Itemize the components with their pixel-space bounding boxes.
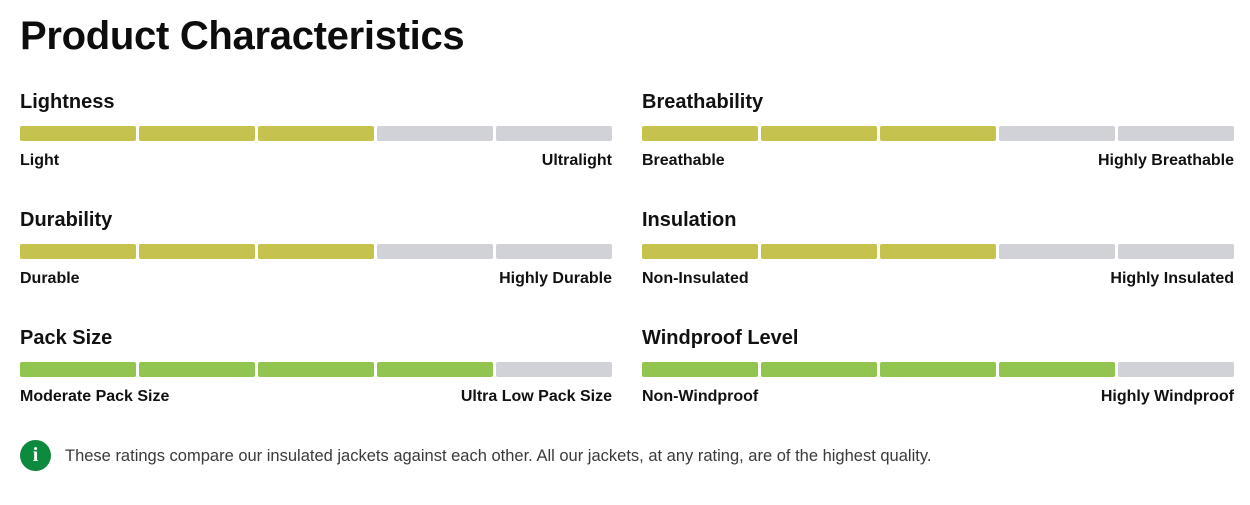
rating-high-label: Highly Windproof [1100,388,1234,405]
info-note-text: These ratings compare our insulated jack… [65,446,932,465]
rating-bar [642,244,1234,259]
rating-segment-filled [139,126,255,141]
rating-bar [20,126,612,141]
rating-scale-labels: Non-Windproof Highly Windproof [642,386,1234,408]
rating-segment-filled [761,244,877,259]
rating-segment-filled [761,126,877,141]
rating-segment-filled [377,362,493,377]
rating-high-label: Highly Durable [499,270,612,287]
rating-low-label: Moderate Pack Size [20,388,170,405]
rating-bar [642,362,1234,377]
rating-high-label: Highly Insulated [1110,270,1234,287]
rating-segment-filled [761,362,877,377]
characteristic-durability: Durability Durable Highly Durable [20,206,612,324]
characteristic-lightness: Lightness Light Ultralight [20,88,612,206]
characteristic-windproof-level: Windproof Level Non-Windproof Highly Win… [642,324,1234,442]
rating-segment-empty [496,244,612,259]
rating-segment-filled [642,126,758,141]
rating-segment-filled [258,362,374,377]
characteristics-grid: Lightness Light Ultralight Breathability… [20,88,1234,442]
rating-segment-filled [880,126,996,141]
rating-scale-labels: Non-Insulated Highly Insulated [642,268,1234,290]
rating-segment-filled [20,244,136,259]
rating-segment-filled [880,244,996,259]
rating-low-label: Light [20,152,60,169]
rating-segment-filled [258,126,374,141]
rating-bar [642,126,1234,141]
rating-bar [20,244,612,259]
characteristic-insulation: Insulation Non-Insulated Highly Insulate… [642,206,1234,324]
characteristic-title: Pack Size [20,327,113,349]
rating-scale-labels: Durable Highly Durable [20,268,612,290]
rating-segment-empty [1118,126,1234,141]
rating-segment-filled [20,362,136,377]
characteristic-title: Windproof Level [642,327,799,349]
rating-scale-labels: Light Ultralight [20,150,612,172]
characteristic-title: Durability [20,209,113,231]
rating-segment-empty [999,126,1115,141]
rating-low-label: Non-Insulated [642,270,749,287]
rating-segment-empty [496,126,612,141]
rating-scale-labels: Moderate Pack Size Ultra Low Pack Size [20,386,612,408]
rating-high-label: Ultralight [541,152,612,169]
rating-segment-empty [1118,362,1234,377]
characteristic-title: Lightness [20,91,115,113]
rating-low-label: Breathable [642,152,725,169]
rating-segment-filled [999,362,1115,377]
rating-segment-filled [139,362,255,377]
info-icon: i [20,440,51,471]
rating-low-label: Non-Windproof [642,388,759,405]
characteristic-title: Insulation [642,209,737,231]
rating-segment-filled [139,244,255,259]
rating-segment-filled [642,244,758,259]
characteristic-breathability: Breathability Breathable Highly Breathab… [642,88,1234,206]
characteristic-pack-size: Pack Size Moderate Pack Size Ultra Low P… [20,324,612,442]
rating-segment-empty [377,126,493,141]
characteristic-title: Breathability [642,91,764,113]
rating-low-label: Durable [20,270,80,287]
rating-segment-filled [258,244,374,259]
rating-segment-empty [496,362,612,377]
rating-bar [20,362,612,377]
rating-segment-empty [377,244,493,259]
rating-segment-filled [880,362,996,377]
rating-high-label: Ultra Low Pack Size [460,388,612,405]
rating-scale-labels: Breathable Highly Breathable [642,150,1234,172]
rating-high-label: Highly Breathable [1097,152,1234,169]
page-title: Product Characteristics [20,14,465,58]
rating-segment-filled [20,126,136,141]
rating-segment-empty [1118,244,1234,259]
ratings-info-note: i These ratings compare our insulated ja… [20,440,931,471]
rating-segment-empty [999,244,1115,259]
rating-segment-filled [642,362,758,377]
